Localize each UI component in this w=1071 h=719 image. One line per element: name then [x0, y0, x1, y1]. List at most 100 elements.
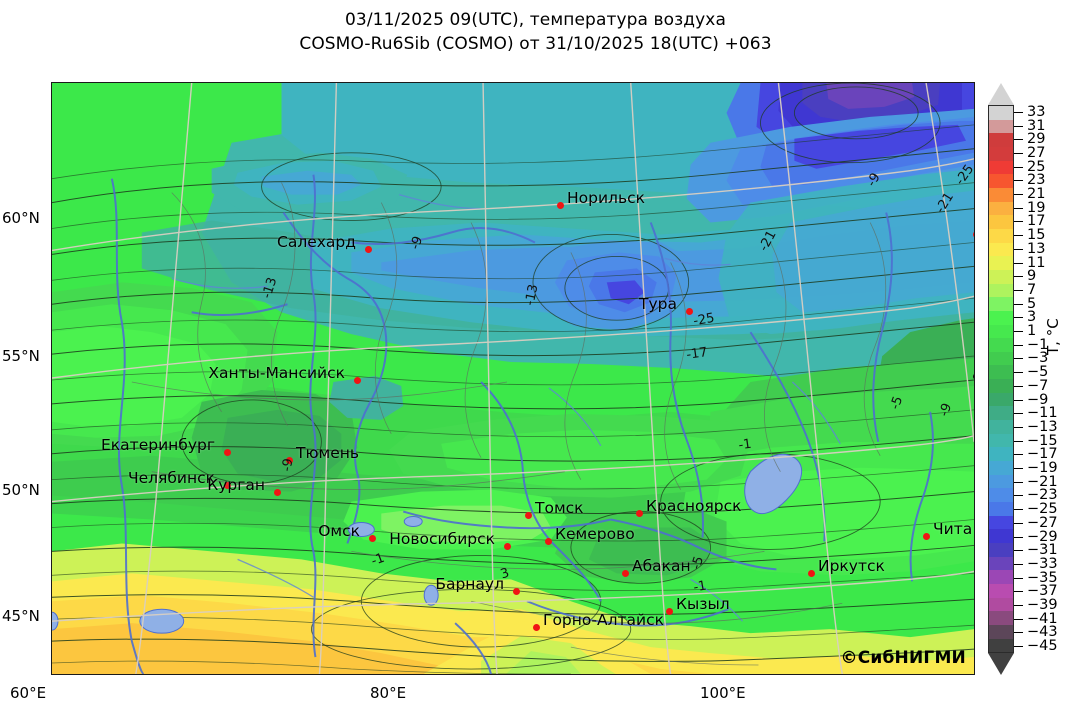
city-dot-icon [923, 533, 930, 540]
city-dot-icon [545, 538, 552, 545]
colorbar-tick [1014, 194, 1023, 196]
colorbar-tick-label: −25 [1027, 501, 1058, 518]
city-dot-icon [504, 543, 511, 550]
colorbar-tick [1014, 426, 1023, 428]
colorbar-segment [989, 283, 1013, 298]
colorbar-segment [989, 269, 1013, 284]
colorbar-tick [1014, 372, 1023, 374]
colorbar-tick-label: −15 [1027, 432, 1058, 449]
colorbar-segment [989, 174, 1013, 188]
colorbar-tick-label: −9 [1027, 391, 1049, 408]
colorbar-tick [1014, 221, 1023, 223]
colorbar-tick [1014, 413, 1023, 415]
city-dot-icon [369, 535, 376, 542]
colorbar-tick-label: 25 [1027, 158, 1046, 175]
colorbar-tick [1014, 317, 1023, 319]
colorbar-segment [989, 379, 1013, 393]
colorbar-segment [989, 433, 1013, 448]
colorbar-tick-label: −3 [1027, 350, 1049, 367]
colorbar-tick-label: 31 [1027, 117, 1046, 134]
city-label: Барнаул [435, 575, 504, 593]
colorbar-segment [989, 256, 1013, 270]
colorbar-tick [1014, 235, 1023, 237]
colorbar-segment [989, 583, 1013, 598]
colorbar-tick [1014, 399, 1023, 401]
city-dot-icon [224, 482, 231, 489]
city-dot-icon [622, 570, 629, 577]
colorbar-tick-label: −29 [1027, 528, 1058, 545]
city-label: Чита [933, 520, 973, 538]
city-label: Кызыл [676, 595, 730, 613]
colorbar-tick-label: 9 [1027, 268, 1037, 285]
contour-label: -17 [685, 345, 709, 363]
colorbar-tick-label: −21 [1027, 473, 1058, 490]
colorbar-tick [1014, 289, 1023, 291]
colorbar-segment [989, 447, 1013, 462]
title-block: 03/11/2025 09(UTC), температура воздуха … [0, 8, 1071, 56]
lat-label-45n: 45°N [2, 607, 40, 625]
colorbar-tick [1014, 440, 1023, 442]
city-label: Горно-Алтайск [543, 611, 664, 629]
city-dot-icon [513, 588, 520, 595]
colorbar-segment [989, 133, 1013, 147]
colorbar-segment [989, 242, 1013, 257]
lon-label-80e: 80°E [370, 684, 407, 702]
colorbar-segment [989, 146, 1013, 161]
lat-label-60n: 60°N [2, 209, 40, 227]
colorbar-segment [989, 624, 1013, 639]
colorbar-segment [989, 201, 1013, 216]
colorbar-tick-label: −5 [1027, 364, 1049, 381]
colorbar-tick-label: 13 [1027, 240, 1046, 257]
colorbar-ticks: 33 31 29 27 25 23 21 19 17 15 13 11 9 7 5 3 1 −1 −3 −5 −7 −9−… [1014, 83, 1071, 675]
city-label: Новосибирск [389, 530, 495, 548]
city-label: Норильск [567, 189, 645, 207]
city-dot-icon [666, 608, 673, 615]
colorbar-segment [989, 106, 1013, 120]
colorbar-segment [989, 297, 1013, 311]
city-dot-icon [533, 624, 540, 631]
colorbar-segment [989, 324, 1013, 339]
city-label: Салехард [277, 233, 356, 251]
city-dot-icon [686, 308, 693, 315]
colorbar-tick-label: 21 [1027, 186, 1046, 203]
colorbar-over-arrow [988, 83, 1014, 105]
city-dot-icon [636, 510, 643, 517]
colorbar-tick-label: −37 [1027, 583, 1058, 600]
city-dot-icon [286, 457, 293, 464]
colorbar-segment [989, 215, 1013, 229]
colorbar-tick-label: −45 [1027, 638, 1058, 655]
colorbar-tick [1014, 577, 1023, 579]
colorbar-tick [1014, 152, 1023, 154]
colorbar-segment [989, 515, 1013, 530]
colorbar-segment [989, 310, 1013, 325]
colorbar-tick-label: 23 [1027, 172, 1046, 189]
colorbar-tick [1014, 563, 1023, 565]
colorbar-tick [1014, 632, 1023, 634]
city-label: Курган [207, 476, 265, 494]
colorbar-tick-label: 5 [1027, 295, 1037, 312]
colorbar-tick [1014, 618, 1023, 620]
colorbar-segment [989, 529, 1013, 543]
colorbar-tick [1014, 605, 1023, 607]
city-label: Томск [535, 499, 584, 517]
city-label: Кемерово [555, 525, 635, 543]
colorbar-segment [989, 406, 1013, 421]
colorbar-tick [1014, 331, 1023, 333]
colorbar-tick-label: −41 [1027, 610, 1058, 627]
colorbar-tick-label: −43 [1027, 624, 1058, 641]
colorbar-tick-label: 29 [1027, 131, 1046, 148]
colorbar-tick-label: −11 [1027, 405, 1058, 422]
colorbar[interactable] [988, 83, 1014, 675]
colorbar-tick [1014, 536, 1023, 538]
colorbar-segment [989, 638, 1013, 653]
lat-label-50n: 50°N [2, 481, 40, 499]
colorbar-tick [1014, 468, 1023, 470]
colorbar-tick-label: −7 [1027, 377, 1049, 394]
colorbar-tick [1014, 385, 1023, 387]
colorbar-tick-label: 17 [1027, 213, 1046, 230]
colorbar-tick-label: 11 [1027, 254, 1046, 271]
colorbar-segment [989, 228, 1013, 243]
temperature-map[interactable]: НорильскСалехардЯкутскТураХанты-Мансийск… [51, 82, 975, 675]
colorbar-segment [989, 119, 1013, 134]
colorbar-segment [989, 570, 1013, 584]
